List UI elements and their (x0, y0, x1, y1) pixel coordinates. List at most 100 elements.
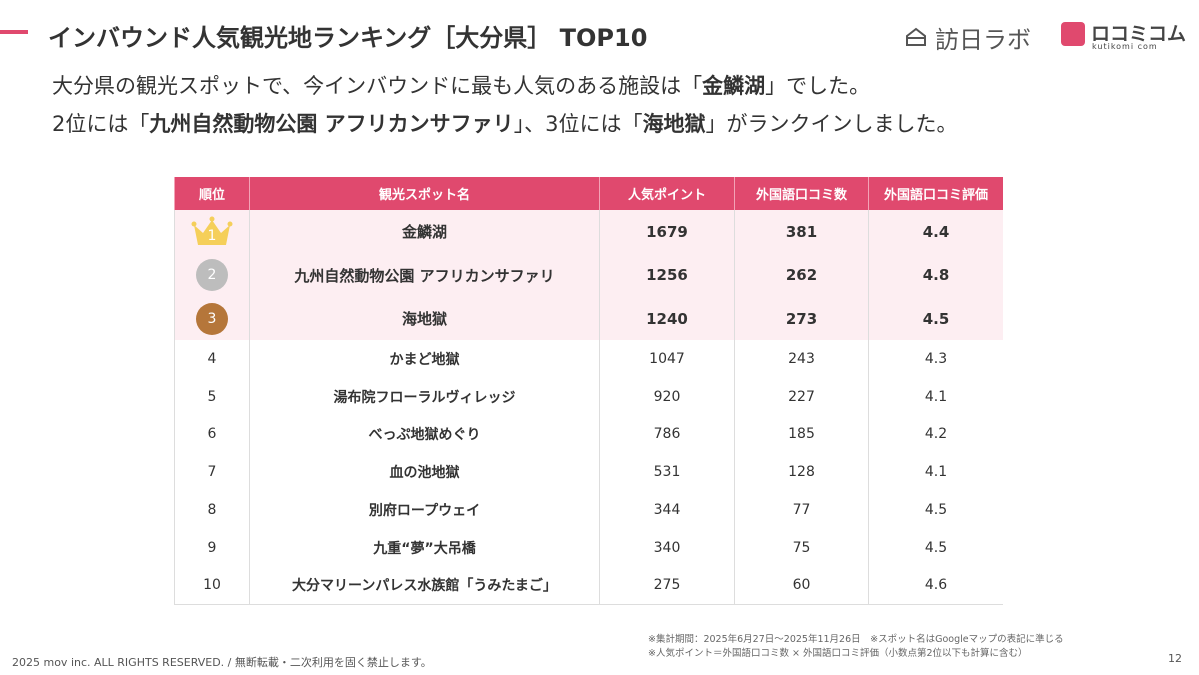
cell: 金鱗湖 (249, 210, 599, 253)
rank: 8 (207, 501, 217, 518)
title: インバウンド人気観光地ランキング［大分県］ TOP10 (48, 24, 648, 52)
logo-icon (906, 27, 926, 46)
cell-text: かまど地獄 (389, 351, 460, 368)
cell: 1679 (599, 210, 734, 253)
emphasis: 金鱗湖 (702, 74, 766, 98)
cell-text: 227 (788, 388, 815, 405)
cell-text: 1679 (646, 222, 688, 241)
text: 大分県の観光スポットで、今インバウンドに最も人気のある施設は「 (52, 74, 703, 98)
cell: 1240 (599, 297, 734, 340)
rank: 6 (207, 426, 217, 443)
cell: 1 (174, 210, 249, 253)
cell-text: 185 (788, 426, 815, 443)
cell-text: 別府ロープウェイ (368, 502, 481, 519)
cell: 4.3 (868, 340, 1003, 378)
cell: 海地獄 (249, 297, 599, 340)
cell-text: 4.3 (924, 350, 948, 367)
cell-text: 九州自然動物公園 アフリカンサファリ (294, 266, 555, 285)
cell-text: 1240 (646, 309, 688, 328)
cell: 1256 (599, 253, 734, 297)
cell: 273 (734, 297, 868, 340)
cell: 60 (734, 566, 868, 605)
cell: 4.5 (868, 297, 1003, 340)
cell-text: 4.5 (924, 539, 948, 556)
cell: 262 (734, 253, 868, 297)
cell-text: 340 (653, 539, 681, 556)
cell-text: 血の池地獄 (389, 465, 460, 482)
cell-text: 381 (785, 222, 818, 241)
text: 」でした。 (765, 74, 871, 98)
rank-badge: 1 (188, 215, 236, 249)
cell-text: 262 (785, 266, 818, 284)
cell: 10 (174, 566, 249, 605)
cell-text: 4.5 (924, 501, 948, 518)
cell: 4.1 (868, 377, 1003, 416)
cell: 8 (174, 491, 249, 529)
cell-text: 275 (653, 577, 681, 594)
cell: 別府ロープウェイ (249, 491, 599, 529)
table-row: 9 九重“夢”大吊橋 340 75 4.5 (174, 528, 1003, 568)
cell: 4.4 (868, 210, 1003, 253)
logo-left: 訪日ラボ (935, 26, 1031, 54)
cell: 4.6 (868, 566, 1003, 605)
table-row: 1 金鱗湖 1679 381 4.4 (174, 210, 1003, 254)
rank: 5 (207, 388, 217, 405)
cell: 275 (599, 566, 734, 605)
cell-text: 4.8 (922, 266, 950, 284)
rank-badge: 2 (188, 258, 236, 292)
table-row: 6 べっぷ地獄めぐり 786 185 4.2 (174, 415, 1003, 455)
table-row: 10 大分マリーンパレス水族館「うみたまご」 275 60 4.6 (174, 566, 1003, 606)
silver-icon (196, 259, 228, 291)
cell-text: べっぷ地獄めぐり (368, 427, 481, 444)
cell: 4 (174, 340, 249, 378)
emphasis: 九州自然動物公園 アフリカンサファリ (149, 112, 514, 136)
cell-text: 920 (653, 388, 681, 405)
cell: 531 (599, 453, 734, 491)
cell-text: 243 (788, 350, 815, 367)
footnote: ※人気ポイント＝外国語口コミ数 × 外国語口コミ評価（小数点第2位以下も計算に含… (648, 648, 1028, 659)
cell-text: 60 (792, 577, 811, 594)
cell: 3 (174, 297, 249, 340)
cell-text: 金鱗湖 (401, 223, 447, 241)
cell: 4.8 (868, 253, 1003, 297)
table-row: 5 湯布院フローラルヴィレッジ 920 227 4.1 (174, 377, 1003, 417)
footnote: ※集計期間：2025年6月27日〜2025年11月26日 ※スポット名はGoog… (648, 634, 1064, 645)
cell: 227 (734, 377, 868, 416)
cell-text: 海地獄 (401, 310, 447, 328)
subtitle-line: 大分県の観光スポットで、今インバウンドに最も人気のある施設は「金鱗湖」でした。 (52, 70, 870, 100)
cell-text: 4.1 (924, 464, 948, 481)
header-cell: 観光スポット名 (249, 177, 599, 210)
cell-text: 4.1 (924, 388, 948, 405)
cell: 4.1 (868, 453, 1003, 491)
cell-text: 128 (788, 464, 815, 481)
table-row: 7 血の池地獄 531 128 4.1 (174, 453, 1003, 492)
cell: 九重“夢”大吊橋 (249, 528, 599, 567)
cell: 75 (734, 528, 868, 567)
cell: 7 (174, 453, 249, 491)
header-cell: 外国語口コミ評価 (868, 177, 1003, 210)
cell-text: 531 (653, 464, 681, 481)
logo-right: ロコミコム (1091, 23, 1187, 45)
cell-text: 344 (653, 501, 681, 518)
table-row: 8 別府ロープウェイ 344 77 4.5 (174, 491, 1003, 530)
rank-badge: 3 (188, 302, 236, 336)
cell-text: 75 (792, 539, 811, 556)
cell-text: 九重“夢”大吊橋 (373, 540, 476, 557)
table-row: 3 海地獄 1240 273 4.5 (174, 297, 1003, 341)
copyright: 2025 mov inc. ALL RIGHTS RESERVED. / 無断転… (12, 656, 432, 669)
cell: 344 (599, 491, 734, 529)
cell: 9 (174, 528, 249, 567)
cell: 243 (734, 340, 868, 378)
cell: 6 (174, 415, 249, 454)
cell: べっぷ地獄めぐり (249, 415, 599, 454)
table-row: 2 九州自然動物公園 アフリカンサファリ 1256 262 4.8 (174, 253, 1003, 298)
table-row: 4 かまど地獄 1047 243 4.3 (174, 340, 1003, 379)
cell-text: 786 (653, 426, 681, 443)
text: 」がランクインしました。 (705, 112, 958, 136)
rank: 10 (203, 577, 221, 594)
header-cell: 外国語口コミ数 (734, 177, 868, 210)
cell: 340 (599, 528, 734, 567)
emphasis: 海地獄 (642, 112, 706, 136)
cell-text: 4.5 (922, 309, 950, 328)
title-accent (0, 30, 28, 34)
